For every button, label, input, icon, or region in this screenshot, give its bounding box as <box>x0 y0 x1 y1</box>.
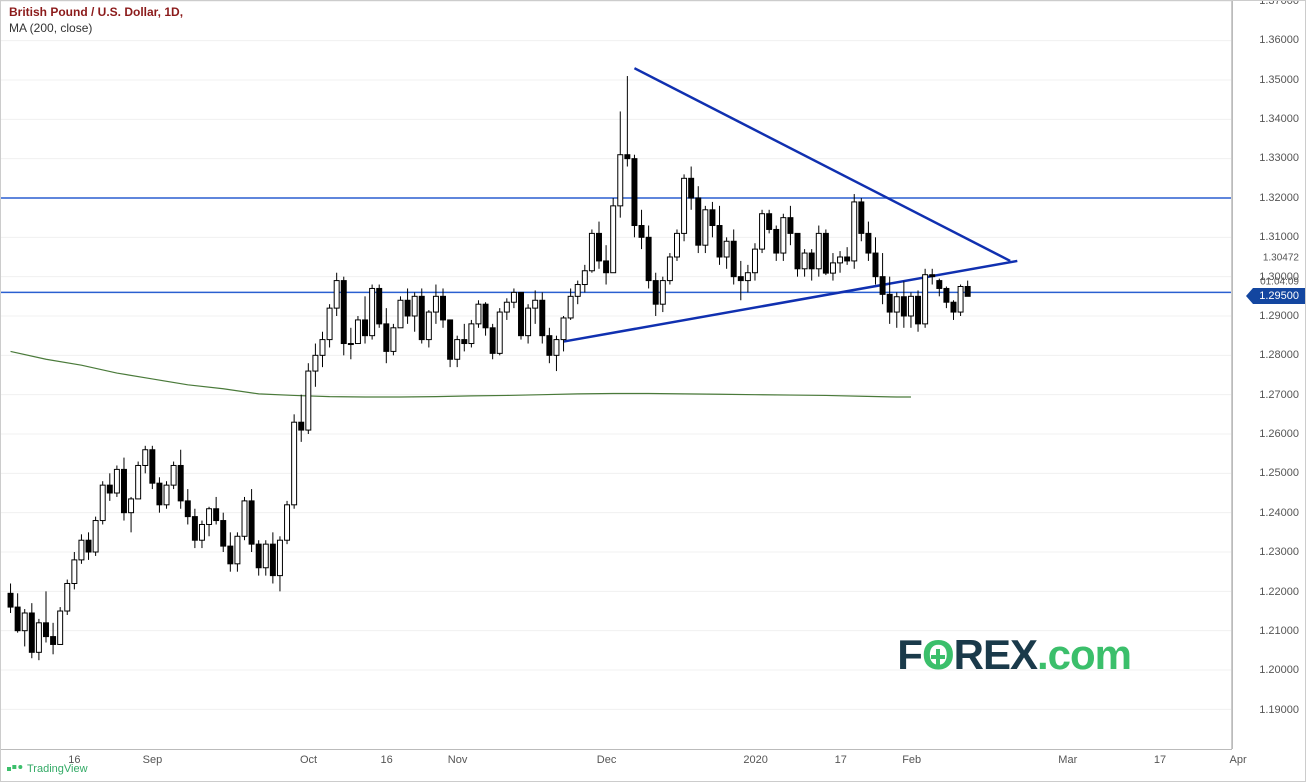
y-tick-label: 1.19000 <box>1259 704 1299 716</box>
logo-dot: . <box>1037 631 1048 679</box>
x-tick-label: 2020 <box>743 754 767 766</box>
x-axis: TradingView 16SepOct16NovDec202017FebMar… <box>1 749 1232 781</box>
x-tick-label: Apr <box>1230 754 1247 766</box>
tradingview-icon <box>7 763 23 775</box>
x-tick-label: 17 <box>835 754 847 766</box>
tradingview-badge[interactable]: TradingView <box>7 763 88 775</box>
price-dynamic-label: 1.30472 <box>1263 252 1299 263</box>
x-tick-label: Dec <box>597 754 617 766</box>
x-tick-label: Sep <box>143 754 163 766</box>
y-tick-label: 1.37000 <box>1259 0 1299 7</box>
logo-rex: REX <box>954 631 1037 679</box>
logo-f: F <box>897 631 922 679</box>
y-tick-label: 1.33000 <box>1259 152 1299 164</box>
chart-frame: British Pound / U.S. Dollar, 1D, MA (200… <box>0 0 1306 782</box>
y-tick-label: 1.32000 <box>1259 192 1299 204</box>
y-tick-label: 1.21000 <box>1259 625 1299 637</box>
x-tick-label: Mar <box>1058 754 1077 766</box>
chart-title: British Pound / U.S. Dollar, 1D, <box>9 5 183 19</box>
y-tick-label: 1.27000 <box>1259 389 1299 401</box>
y-tick-label: 1.28000 <box>1259 349 1299 361</box>
y-tick-label: 1.29000 <box>1259 310 1299 322</box>
x-tick-label: Nov <box>448 754 468 766</box>
y-tick-label: 1.36000 <box>1259 34 1299 46</box>
y-tick-label: 1.23000 <box>1259 546 1299 558</box>
x-tick-label: Oct <box>300 754 317 766</box>
y-tick-label: 1.22000 <box>1259 586 1299 598</box>
logo-com: com <box>1048 631 1131 679</box>
y-tick-label: 1.24000 <box>1259 507 1299 519</box>
chart-subtitle: MA (200, close) <box>9 21 92 35</box>
y-tick-label: 1.31000 <box>1259 231 1299 243</box>
x-tick-label: 17 <box>1154 754 1166 766</box>
chart-plot-area[interactable]: British Pound / U.S. Dollar, 1D, MA (200… <box>1 1 1232 749</box>
x-tick-label: 16 <box>380 754 392 766</box>
tradingview-label: TradingView <box>27 763 88 775</box>
y-tick-label: 1.25000 <box>1259 467 1299 479</box>
y-tick-label: 1.30000 <box>1259 271 1299 283</box>
y-tick-label: 1.26000 <box>1259 428 1299 440</box>
logo-o: O <box>922 631 954 679</box>
y-tick-label: 1.35000 <box>1259 74 1299 86</box>
x-tick-label: Feb <box>902 754 921 766</box>
y-axis: 1.30472 01:04:09 1.29500 1.190001.200001… <box>1232 1 1305 749</box>
y-tick-label: 1.34000 <box>1259 113 1299 125</box>
current-price-tag: 1.29500 <box>1253 288 1305 304</box>
y-tick-label: 1.20000 <box>1259 664 1299 676</box>
watermark-logo: F O REX . com <box>897 631 1131 679</box>
